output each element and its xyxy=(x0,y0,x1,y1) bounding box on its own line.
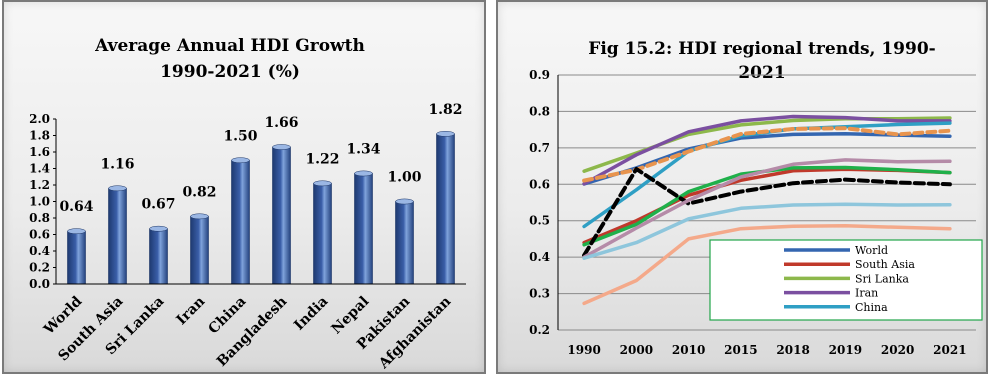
legend-label: China xyxy=(855,301,888,314)
bar-value-label: 1.00 xyxy=(387,170,421,186)
hdi-growth-chart-panel: Average Annual HDI Growth 1990-2021 (%) … xyxy=(2,0,486,374)
bar xyxy=(108,185,127,285)
line-y-tick-label: 0.8 xyxy=(529,104,550,118)
line-y-tick-label: 0.9 xyxy=(529,68,550,82)
legend-entry: South Asia xyxy=(784,258,915,271)
bar-y-tick-label: 1.2 xyxy=(29,178,50,192)
bar-y-tick-label: 0.6 xyxy=(29,228,50,242)
bar-y-tick-label: 0.2 xyxy=(29,261,50,275)
bar-value-label: 1.50 xyxy=(223,128,257,144)
bar xyxy=(190,213,209,285)
line-chart-title-line2: 2021 xyxy=(738,63,785,83)
bar xyxy=(231,157,250,285)
bar xyxy=(354,170,373,285)
line-x-tick-label: 2018 xyxy=(776,343,809,357)
bar-value-label: 1.66 xyxy=(264,115,298,131)
bar-y-tick-label: 1.4 xyxy=(29,162,50,176)
bar xyxy=(67,228,86,285)
legend-label: World xyxy=(855,244,888,257)
legend-label: South Asia xyxy=(855,258,915,271)
bar-y-tick-label: 1.6 xyxy=(29,145,50,159)
series-line xyxy=(582,158,952,259)
series-line xyxy=(582,114,952,186)
line-x-tick-label: 2015 xyxy=(724,343,757,357)
line-y-tick-label: 0.4 xyxy=(529,250,550,264)
bar-category-label: India xyxy=(291,294,331,334)
bar-y-tick-label: 0.4 xyxy=(29,244,50,258)
bar-value-label: 1.82 xyxy=(428,102,462,118)
line-y-tick-label: 0.7 xyxy=(529,141,550,155)
line-y-tick-label: 0.6 xyxy=(529,177,550,191)
series-line xyxy=(582,126,952,183)
line-x-tick-label: 1990 xyxy=(567,343,600,357)
bar xyxy=(436,131,455,285)
bar-chart-title-line2: 1990-2021 (%) xyxy=(160,62,300,82)
bar-chart-title-line1: Average Annual HDI Growth xyxy=(94,36,365,56)
line-chart: Fig 15.2: HDI regional trends, 1990- 202… xyxy=(529,39,983,357)
series-line xyxy=(582,167,952,258)
bar xyxy=(149,225,168,285)
hdi-trends-chart-panel: Fig 15.2: HDI regional trends, 1990- 202… xyxy=(496,0,988,374)
bar-y-tick-label: 0.0 xyxy=(29,277,50,291)
line-x-tick-label: 2020 xyxy=(881,343,914,357)
bar xyxy=(395,198,414,285)
bar-value-label: 0.82 xyxy=(182,184,216,200)
legend-label: Sri Lanka xyxy=(855,272,909,285)
line-x-tick-label: 2000 xyxy=(620,343,653,357)
bar-y-tick-label: 1.0 xyxy=(29,195,50,209)
bar-value-label: 0.67 xyxy=(141,197,175,213)
legend-entry: Sri Lanka xyxy=(784,272,909,285)
bar xyxy=(313,180,332,285)
line-x-tick-label: 2010 xyxy=(672,343,705,357)
legend-entry: World xyxy=(784,244,888,257)
legend-entry: Iran xyxy=(784,287,878,300)
bar-y-tick-label: 0.8 xyxy=(29,211,50,225)
bar-value-label: 1.22 xyxy=(305,151,339,167)
bar-value-label: 0.64 xyxy=(59,199,93,215)
line-chart-title-line1: Fig 15.2: HDI regional trends, 1990- xyxy=(588,39,935,59)
bar xyxy=(272,144,291,285)
line-x-tick-label: 2019 xyxy=(829,343,862,357)
line-y-tick-label: 0.5 xyxy=(529,214,550,228)
legend-label: Iran xyxy=(855,287,878,300)
bar-category-label: Afghanistan xyxy=(375,294,454,372)
bar-value-label: 1.34 xyxy=(346,141,380,157)
bar-chart: Average Annual HDI Growth 1990-2021 (%) … xyxy=(29,36,466,372)
bar-y-tick-label: 1.8 xyxy=(29,129,50,143)
series-line xyxy=(582,202,952,260)
bar-y-tick-label: 2.0 xyxy=(29,112,50,126)
series-line xyxy=(582,224,952,306)
line-y-tick-label: 0.2 xyxy=(529,323,550,337)
bar-category-label: Iran xyxy=(174,294,209,329)
line-x-tick-label: 2021 xyxy=(933,343,966,357)
line-y-tick-label: 0.3 xyxy=(529,287,550,301)
bar-value-label: 1.16 xyxy=(100,156,134,172)
legend-entry: China xyxy=(784,301,888,314)
